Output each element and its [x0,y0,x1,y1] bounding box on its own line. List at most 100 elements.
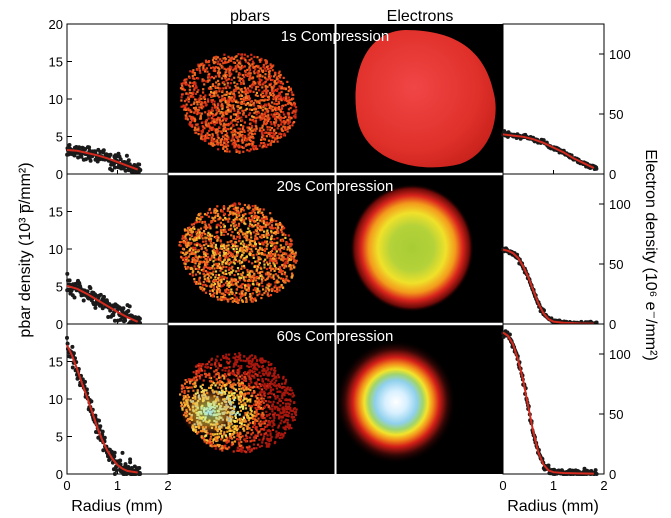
pbar-pixel [277,81,280,84]
pbar-pixel [200,256,203,259]
pbar-pixel [254,386,257,389]
pbar-pixel [277,115,280,118]
data-point [138,168,143,172]
data-point [88,286,93,291]
pbar-pixel [235,99,238,102]
pbar-pixel [245,298,248,301]
pbar-pixel [278,136,282,139]
pbar-pixel [284,233,287,237]
pbar-pixel [211,383,214,386]
pbar-pixel [289,393,292,396]
pbar-pixel [215,58,218,61]
pbar-pixel [253,72,256,75]
pbar-pixel [219,448,222,451]
pbar-pixel [207,122,210,125]
pbar-pixel [270,362,273,366]
pbar-pixel [244,360,247,363]
pbar-pixel [211,265,214,268]
pbar-pixel [234,396,237,399]
pbar-pixel [225,254,228,257]
pbar-pixel [200,247,203,251]
x-tick-label: 2 [164,478,171,493]
pbar-pixel [242,264,246,268]
pbar-pixel [259,60,262,63]
pbar-pixel [273,416,276,419]
pbar-pixel [251,210,254,213]
pbar-pixel [230,246,233,249]
pbar-pixel [245,300,248,303]
pbar-pixel [204,283,207,286]
pbar-pixel [267,384,270,387]
pbar-pixel [273,376,276,379]
pbar-pixel [236,360,239,364]
pbar-pixel [248,284,251,287]
pbar-pixel [244,234,247,237]
pbar-pixel [210,363,213,366]
pbar-pixel [229,116,232,119]
pbar-pixel [277,94,280,97]
pbar-pixel [249,421,252,425]
pbar-pixel [196,259,199,263]
pbar-pixel [228,391,231,394]
pbar-pixel [192,383,195,386]
pbar-pixel [275,115,278,118]
pbar-pixel [265,221,269,224]
pbar-pixel [264,120,267,123]
pbar-pixel [289,266,292,269]
pbar-pixel [234,55,237,59]
pbar-pixel [203,83,206,86]
pbar-pixel [270,267,273,270]
pbar-pixel [261,132,264,135]
pbar-pixel [258,292,261,296]
pbar-pixel [219,58,222,61]
pbar-pixel [259,393,262,396]
pbar-pixel [218,374,221,377]
pbar-pixel [243,86,246,89]
pbar-pixel [222,218,225,221]
pbar-pixel [264,107,267,110]
pbar-pixel [208,267,211,271]
pbar-pixel [252,280,255,283]
pbar-pixel [294,413,298,417]
pbar-pixel [283,389,286,392]
pbar-pixel [244,88,247,91]
pbar-pixel [265,87,268,91]
data-point [137,162,142,167]
pbar-pixel [237,53,240,56]
pbar-pixel [291,274,294,277]
pbar-pixel [264,122,267,126]
pbar-pixel [237,427,240,430]
pbar-pixel [205,80,208,83]
pbar-pixel [262,216,265,219]
pbar-pixel [270,236,273,239]
pbar-pixel [262,219,265,222]
pbar-pixel [262,234,265,237]
pbar-pixel [224,290,227,293]
pbar-pixel [231,119,234,122]
pbar-pixel [238,387,241,391]
pbar-pixel [249,408,252,411]
pbar-pixel [268,422,271,425]
pbar-pixel [210,283,213,286]
pbar-pixel [231,300,235,303]
pbar-pixel [267,405,270,408]
pbar-pixel [243,420,246,423]
pbar-pixel [249,270,252,273]
pbar-pixel [279,228,282,231]
pbar-pixel [254,415,257,418]
pbar-pixel [210,95,213,98]
pbar-pixel [250,412,253,415]
pbar-pixel [287,90,290,93]
pbar-pixel [188,272,192,276]
pbar-pixel [232,237,235,240]
pbar-pixel [251,240,254,243]
pbar-pixel [216,56,220,59]
pbar-pixel [206,211,209,214]
pbar-pixel [204,375,207,378]
pbar-pixel [211,112,214,116]
pbar-pixel [250,126,253,129]
pbar-pixel [260,278,263,281]
pbar-pixel [214,384,217,387]
pbar-pixel [197,133,200,136]
pbar-pixel [235,297,238,300]
